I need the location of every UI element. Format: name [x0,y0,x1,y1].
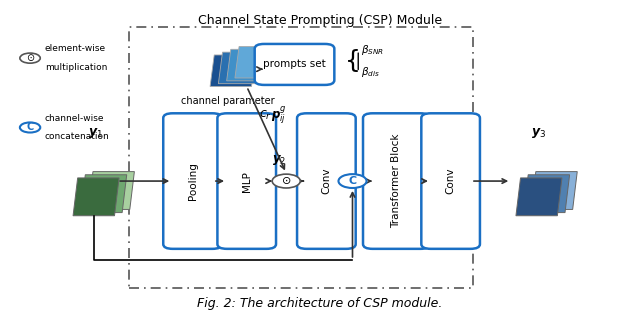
Text: prompts set: prompts set [263,59,326,69]
Polygon shape [88,172,134,210]
Circle shape [272,174,300,188]
Text: multiplication: multiplication [45,63,107,72]
Polygon shape [218,52,264,84]
Text: ⊙: ⊙ [282,176,291,186]
FancyBboxPatch shape [218,113,276,249]
Text: Transformer Block: Transformer Block [392,134,401,228]
Text: $\boldsymbol{y}_3$: $\boldsymbol{y}_3$ [531,126,546,140]
Text: $\beta_{dis}$: $\beta_{dis}$ [362,65,380,79]
Polygon shape [210,55,255,86]
FancyBboxPatch shape [421,113,480,249]
Text: $c_r$: $c_r$ [259,108,272,122]
Text: Pooling: Pooling [188,162,198,200]
Text: C: C [348,176,356,186]
Text: $\boldsymbol{y}_1$: $\boldsymbol{y}_1$ [88,126,103,140]
Text: element-wise: element-wise [45,44,106,53]
Text: Conv: Conv [445,168,456,194]
Text: concatenation: concatenation [45,132,109,142]
Text: $\boldsymbol{y}_2$: $\boldsymbol{y}_2$ [272,153,286,167]
Text: Channel State Prompting (CSP) Module: Channel State Prompting (CSP) Module [198,14,442,27]
FancyBboxPatch shape [255,44,334,85]
Text: channel-wise: channel-wise [45,114,104,122]
Polygon shape [235,46,280,78]
Polygon shape [227,49,272,81]
Polygon shape [524,175,570,213]
Text: Conv: Conv [321,168,332,194]
Text: C: C [26,122,34,133]
Text: {: { [345,49,361,73]
FancyBboxPatch shape [297,113,356,249]
Text: $\beta_{SNR}$: $\beta_{SNR}$ [362,43,385,57]
FancyBboxPatch shape [163,113,222,249]
Polygon shape [81,175,127,213]
Text: ⊙: ⊙ [26,53,34,63]
Circle shape [20,53,40,63]
Polygon shape [531,172,577,210]
FancyBboxPatch shape [363,113,430,249]
Text: $\boldsymbol{p}_{ij}^g$: $\boldsymbol{p}_{ij}^g$ [271,104,287,126]
Text: MLP: MLP [242,171,252,191]
Circle shape [20,122,40,133]
Polygon shape [516,178,562,216]
Circle shape [339,174,367,188]
Polygon shape [73,178,119,216]
Text: channel parameter: channel parameter [180,96,275,106]
Text: Fig. 2: The architecture of CSP module.: Fig. 2: The architecture of CSP module. [197,297,443,310]
